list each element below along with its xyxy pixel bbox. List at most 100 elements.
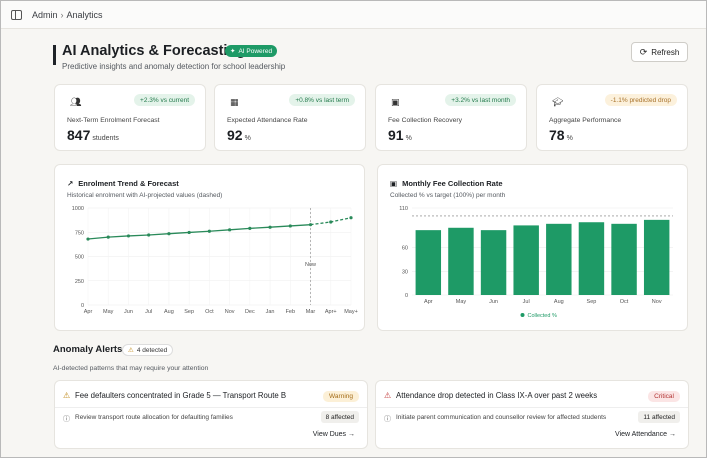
kpi-unit: %	[405, 135, 412, 142]
trend-up-icon: ↗	[67, 179, 74, 188]
enrolment-title-text: Enrolment Trend & Forecast	[78, 179, 179, 188]
refresh-icon: ⟳	[639, 46, 648, 57]
x-tick-label: Apr+	[325, 309, 337, 315]
forecast-point	[349, 216, 353, 220]
kpi-card-enrolment: 👥︎ +2.3% vs current Next-Term Enrolment …	[54, 84, 206, 151]
y-tick-label: 110	[399, 206, 408, 212]
breadcrumb: Admin › Analytics	[32, 10, 103, 20]
kpi-card-attendance: ▦ +0.8% vs last term Expected Attendance…	[214, 84, 366, 151]
x-tick-label: Sep	[587, 299, 597, 305]
refresh-button[interactable]: ⟳ Refresh	[631, 42, 688, 62]
view-dues-link[interactable]: View Dues →	[312, 431, 355, 438]
fee-chart-subtitle: Collected % vs target (100%) per month	[390, 192, 506, 199]
kpi-value: 847 students	[67, 127, 119, 143]
x-tick-label: Jul	[145, 309, 152, 315]
x-tick-label: Aug	[554, 299, 564, 305]
money-icon: ▣	[390, 179, 398, 188]
fee-chart-panel: ▣ Monthly Fee Collection Rate Collected …	[377, 164, 688, 331]
kpi-number: 91	[388, 127, 404, 143]
actual-point	[106, 235, 110, 239]
x-tick-label: Jul	[523, 299, 530, 305]
kpi-number: 92	[227, 127, 243, 143]
affected-count: 8 affected	[320, 411, 359, 423]
kpi-value: 78%	[549, 127, 573, 143]
fee-bar	[546, 223, 572, 295]
kpi-number: 847	[67, 127, 91, 143]
kpi-delta: +0.8% vs last term	[289, 94, 355, 106]
breadcrumb-admin[interactable]: Admin	[32, 9, 58, 20]
x-tick-label: Nov	[225, 309, 235, 315]
kpi-label: Fee Collection Recovery	[388, 117, 463, 124]
alert-recommendation: Initiate parent communication and counse…	[396, 414, 607, 421]
actual-point	[86, 237, 90, 241]
anomaly-alert-card: ⚠ Attendance drop detected in Class IX-A…	[375, 380, 689, 449]
kpi-delta: +3.2% vs last month	[445, 94, 516, 106]
sidebar-toggle-icon[interactable]	[11, 9, 22, 20]
page-title: AI Analytics & Forecasting	[62, 43, 246, 59]
kpi-label: Expected Attendance Rate	[227, 117, 308, 124]
fee-bar	[415, 230, 442, 295]
kpi-label: Aggregate Performance	[549, 117, 622, 124]
x-tick-label: Jun	[489, 299, 498, 305]
divider	[376, 407, 688, 408]
x-tick-label: Dec	[245, 309, 255, 315]
y-tick-label: 60	[402, 246, 408, 252]
graduation-cap-icon: 🎓︎	[552, 97, 564, 107]
fee-bar	[578, 222, 605, 295]
fee-bar	[480, 230, 507, 295]
breadcrumb-current: Analytics	[66, 9, 103, 20]
kpi-label: Next-Term Enrolment Forecast	[67, 117, 160, 124]
alert-triangle-icon: ⚠	[384, 391, 392, 400]
divider	[55, 407, 367, 408]
x-tick-label: Feb	[286, 309, 295, 315]
anomaly-section-title: Anomaly Alerts	[53, 344, 123, 355]
breadcrumb-separator: ›	[60, 9, 64, 20]
y-tick-label: 500	[75, 255, 84, 261]
kpi-delta: +2.3% vs current	[134, 94, 195, 106]
fee-bar	[643, 219, 670, 295]
kpi-card-performance: 🎓︎ -1.1% predicted drop Aggregate Perfor…	[536, 84, 688, 151]
x-tick-label: May	[456, 299, 467, 305]
legend-label: Collected %	[528, 313, 557, 319]
anomaly-count-badge: ⚠ 4 detected	[122, 344, 174, 356]
x-tick-label: Jan	[266, 309, 275, 315]
users-icon: 👥︎	[70, 97, 82, 107]
x-tick-label: Apr	[424, 299, 433, 305]
y-tick-label: 750	[75, 230, 84, 236]
anomaly-section-subtitle: AI-detected patterns that may require yo…	[53, 365, 209, 372]
actual-point	[147, 233, 151, 237]
y-tick-label: 30	[402, 269, 408, 275]
view-attendance-link[interactable]: View Attendance →	[615, 431, 676, 438]
actual-point	[288, 224, 292, 228]
sparkle-icon: ✦	[230, 48, 236, 55]
ai-powered-badge: ✦ AI Powered	[225, 45, 278, 57]
kpi-card-fee: ▣ +3.2% vs last month Fee Collection Rec…	[375, 84, 527, 151]
x-tick-label: Mar	[306, 309, 316, 315]
kpi-value: 92%	[227, 127, 251, 143]
kpi-value: 91%	[388, 127, 412, 143]
enrolment-line-chart: 0 250 500 750 1000 Apr May Jun Jul Aug Sep Oct Nov De…	[72, 206, 358, 315]
kpi-unit: students	[92, 135, 119, 142]
severity-badge: Warning	[323, 391, 359, 402]
kpi-delta: -1.1% predicted drop	[604, 94, 677, 106]
x-tick-label: Nov	[652, 299, 662, 305]
fee-bar-chart: 0 30 60 110 Apr May Jun Jul Aug Sep Oct Nov Collecte…	[399, 206, 673, 319]
title-accent-bar	[53, 45, 56, 65]
affected-count: 11 affected	[638, 411, 680, 423]
kpi-number: 78	[549, 127, 565, 143]
x-tick-label: Oct	[205, 309, 214, 315]
page-subtitle: Predictive insights and anomaly detectio…	[62, 62, 286, 71]
fee-bar	[513, 225, 539, 295]
now-label: Now	[305, 262, 316, 268]
y-tick-label: 250	[75, 279, 84, 285]
enrolment-chart-panel: ↗ Enrolment Trend & Forecast Historical …	[54, 164, 365, 331]
enrolment-chart-title: ↗ Enrolment Trend & Forecast	[67, 179, 179, 188]
x-tick-label: Jun	[124, 309, 133, 315]
top-bar: Admin › Analytics	[1, 1, 706, 29]
calendar-icon: ▦	[230, 97, 239, 107]
info-icon: ⓘ	[384, 416, 391, 423]
actual-point	[167, 232, 171, 236]
fee-chart-title: ▣ Monthly Fee Collection Rate	[390, 179, 503, 188]
ai-badge-label: AI Powered	[238, 47, 273, 55]
money-icon: ▣	[391, 97, 400, 107]
